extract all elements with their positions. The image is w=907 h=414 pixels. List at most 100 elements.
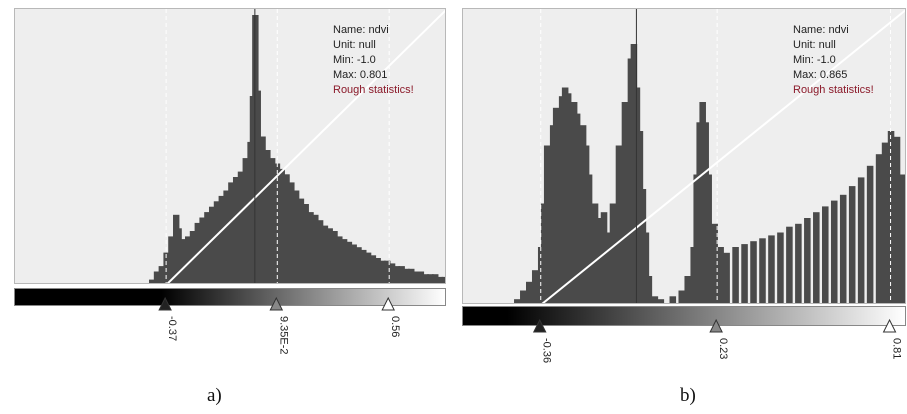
histogram-plot-a: Name: ndvi Unit: null Min: -1.0 Max: 0.8…: [14, 8, 446, 284]
histogram-bar: [331, 231, 338, 283]
histogram-bar: [340, 239, 348, 283]
histogram-bar: [881, 142, 889, 303]
stretch-line: [166, 9, 445, 283]
max-line: Max: 0.865: [793, 69, 848, 81]
histogram-bar: [189, 231, 197, 283]
histogram-bar: [603, 232, 611, 303]
caption-b: b): [680, 385, 696, 406]
rough-statistics-note: Rough statistics!: [333, 84, 414, 96]
histogram-bar: [848, 186, 856, 303]
name-line: Name: ndvi: [793, 24, 849, 36]
histogram-bar: [412, 271, 420, 283]
histogram-bar: [887, 131, 895, 303]
histogram-bar: [153, 271, 161, 283]
histogram-bar: [822, 206, 829, 303]
histogram-bar: [684, 276, 692, 303]
histogram-bar: [316, 220, 324, 283]
color-ramp-b[interactable]: [462, 306, 906, 326]
histogram-bar: [723, 252, 730, 303]
ramp-marker-triangle[interactable]: [532, 318, 547, 333]
histogram-bar: [526, 281, 533, 303]
histogram-bar: [345, 241, 353, 283]
histogram-bar: [520, 290, 527, 303]
histogram-bar: [232, 177, 240, 283]
stretch-line: [541, 9, 905, 303]
histogram-bar: [585, 174, 593, 303]
histogram-bar: [393, 266, 401, 283]
histogram-bar: [441, 276, 445, 283]
histogram-bar: [552, 107, 560, 303]
ramp-marker-triangle[interactable]: [269, 296, 284, 311]
histogram-bar: [615, 145, 623, 303]
ramp-marker-label: -0.37: [166, 316, 178, 341]
histogram-bar: [158, 266, 166, 283]
histogram-svg-a: [149, 9, 445, 283]
ramp-marker-label: 0.81: [891, 338, 903, 359]
histogram-bar: [839, 194, 847, 303]
histogram-bar: [242, 158, 249, 283]
histogram-svg-b: [514, 9, 905, 303]
histogram-bar: [427, 274, 434, 283]
histogram-bar: [422, 274, 429, 283]
histogram-bar: [899, 174, 905, 303]
histogram-bar: [168, 236, 175, 283]
histogram-bar: [403, 268, 410, 283]
histogram-bar: [866, 165, 874, 303]
histogram-bar: [384, 260, 391, 283]
histogram-bar: [893, 136, 901, 303]
histogram-bar: [259, 136, 266, 283]
min-line: Min: -1.0: [333, 54, 376, 66]
histogram-bar: [208, 206, 216, 283]
histogram-bar: [875, 154, 883, 303]
ramp-marker-triangle[interactable]: [158, 296, 172, 311]
histogram-bar: [543, 145, 551, 303]
min-line: Min: -1.0: [793, 54, 836, 66]
ramp-marker-label: 9.35E-2: [277, 316, 289, 355]
histogram-bar: [750, 241, 757, 303]
histogram-bar: [185, 236, 192, 283]
stats-info-a: Name: ndvi Unit: null Min: -1.0 Max: 0.8…: [333, 23, 414, 98]
unit-line: Unit: null: [793, 39, 836, 51]
histogram-bar: [312, 214, 319, 283]
histogram-bar: [621, 102, 629, 303]
histogram-bar: [283, 174, 290, 283]
histogram-bar: [264, 150, 271, 283]
histogram-bar: [379, 260, 386, 283]
histogram-bar: [408, 268, 415, 283]
histogram-bar: [594, 218, 602, 303]
histogram-bar: [705, 174, 712, 303]
histogram-bar: [857, 177, 865, 303]
histogram-bar: [237, 171, 245, 283]
histogram-bar: [711, 223, 718, 303]
caption-a: a): [207, 385, 222, 406]
histogram-bar: [292, 190, 300, 283]
histogram-bar: [204, 212, 211, 283]
histogram-bar: [830, 200, 838, 303]
ramp-marker-triangle[interactable]: [381, 296, 396, 311]
histogram-bar: [804, 218, 811, 303]
histogram-bar: [732, 247, 739, 303]
histogram-bar: [321, 225, 329, 283]
ramp-marker-label: 0.56: [389, 316, 401, 337]
histogram-bar: [297, 198, 305, 283]
histogram-bar: [645, 276, 653, 303]
histogram-bar: [417, 271, 425, 283]
histogram-bar: [388, 263, 396, 283]
histogram-bar: [163, 252, 170, 283]
histogram-bar: [307, 212, 314, 283]
ramp-marker-triangle[interactable]: [709, 318, 723, 333]
histogram-bar: [786, 226, 793, 303]
histogram-bar: [254, 90, 261, 283]
histogram-bar: [218, 195, 225, 283]
histogram-bar: [813, 212, 820, 303]
histogram-bar: [223, 190, 230, 283]
histogram-bar: [175, 228, 182, 283]
ramp-marker-label: -0.36: [541, 338, 553, 363]
histogram-bar: [374, 258, 381, 283]
histogram-bar: [759, 238, 766, 303]
unit-line: Unit: null: [333, 39, 376, 51]
histogram-bar: [326, 228, 333, 283]
color-ramp-a[interactable]: [14, 288, 446, 306]
histogram-bar: [398, 266, 405, 283]
ramp-marker-triangle[interactable]: [882, 318, 897, 333]
